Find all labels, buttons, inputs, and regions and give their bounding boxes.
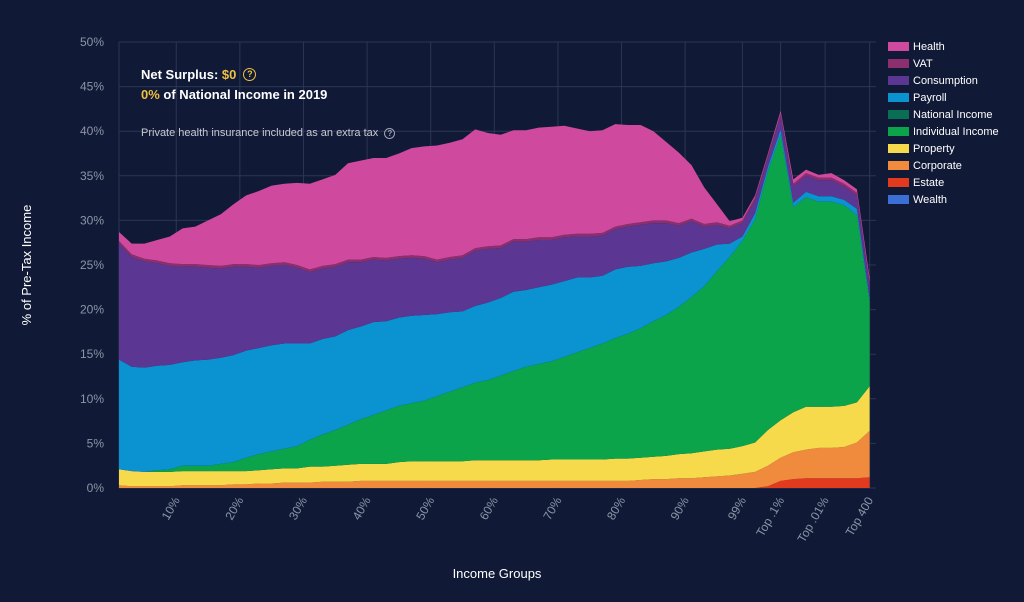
legend-label: Estate — [913, 177, 944, 189]
help-icon[interactable]: ? — [243, 67, 257, 81]
legend-swatch — [888, 59, 909, 68]
legend: Health VAT Consumption Payroll National Inco… — [888, 41, 999, 206]
x-tick-label: Top 400 — [843, 494, 877, 538]
net-surplus-label: Net Surplus: — [141, 66, 219, 82]
x-tick-label: 90% — [668, 494, 692, 522]
legend-swatch — [888, 144, 909, 153]
area-property[interactable] — [119, 386, 870, 487]
legend-label: National Income — [913, 109, 993, 121]
x-axis-ticks: 10% 20% 30% 40% 50% 60% 70% 80% 90% 99% Top .1% Top… — [159, 494, 877, 545]
legend-swatch — [888, 42, 909, 51]
area-consumption[interactable] — [119, 116, 870, 368]
x-tick-label: Top .01% — [795, 494, 832, 545]
y-tick-label: 30% — [80, 213, 104, 227]
legend-item-corporate[interactable]: Corporate — [888, 160, 962, 172]
legend-item-consumption[interactable]: Consumption — [888, 75, 978, 87]
national-income-pct: 0% — [141, 87, 160, 102]
x-tick-label: 70% — [540, 494, 564, 522]
y-tick-label: 50% — [80, 35, 104, 49]
x-tick-label: 20% — [222, 494, 246, 522]
legend-item-payroll[interactable]: Payroll — [888, 92, 947, 104]
national-income-text: of National Income in 2019 — [163, 87, 328, 102]
legend-label: VAT — [913, 58, 933, 70]
health-insurance-note: Private health insurance included as an … — [141, 127, 396, 139]
y-tick-label: 25% — [80, 258, 104, 272]
legend-label: Health — [913, 41, 945, 53]
summary-overlay: Net Surplus: $0 ? 0% of National Income … — [141, 64, 396, 139]
legend-label: Wealth — [913, 194, 947, 206]
legend-swatch — [888, 93, 909, 102]
legend-item-wealth[interactable]: Wealth — [888, 194, 947, 206]
y-tick-label: 20% — [80, 303, 104, 317]
net-surplus-value: $0 — [221, 66, 237, 82]
net-surplus: Net Surplus: $0 ? — [141, 64, 395, 84]
x-tick-label: 60% — [477, 494, 501, 522]
x-tick-label: 10% — [159, 494, 183, 522]
legend-swatch — [888, 195, 909, 204]
national-income-share: 0% of National Income in 2019 — [141, 87, 395, 102]
area-health[interactable] — [119, 110, 870, 282]
area-payroll[interactable] — [119, 129, 870, 472]
y-tick-label: 35% — [80, 169, 104, 183]
x-tick-label: 50% — [413, 494, 437, 522]
x-tick-label: 40% — [350, 494, 374, 522]
y-axis-ticks: 0% 5% 10% 15% 20% 25% 30% 35% 40% 45% 50% — [80, 35, 104, 495]
legend-label: Individual Income — [913, 126, 999, 138]
legend-label: Corporate — [913, 160, 962, 172]
x-tick-label: Top .1% — [753, 494, 787, 539]
legend-item-vat[interactable]: VAT — [888, 58, 933, 70]
y-axis-label: % of Pre-Tax Income — [19, 205, 34, 326]
legend-swatch — [888, 127, 909, 136]
legend-label: Consumption — [913, 75, 978, 87]
legend-item-national-income[interactable]: National Income — [888, 109, 993, 121]
area-estate[interactable] — [119, 477, 870, 488]
legend-item-property[interactable]: Property — [888, 143, 955, 155]
legend-label: Payroll — [913, 92, 947, 104]
y-tick-label: 45% — [80, 80, 104, 94]
x-tick-label: 80% — [604, 494, 628, 522]
area-individual-income[interactable] — [119, 134, 870, 472]
x-tick-label: 99% — [725, 494, 749, 522]
legend-item-estate[interactable]: Estate — [888, 177, 944, 189]
legend-item-individual-income[interactable]: Individual Income — [888, 126, 999, 138]
legend-swatch — [888, 178, 909, 187]
legend-swatch — [888, 161, 909, 170]
legend-item-health[interactable]: Health — [888, 41, 945, 53]
x-tick-label: 30% — [286, 494, 310, 522]
y-tick-label: 40% — [80, 124, 104, 138]
y-tick-label: 10% — [80, 392, 104, 406]
help-icon[interactable]: ? — [384, 127, 396, 139]
health-insurance-note-text: Private health insurance included as an … — [141, 127, 379, 139]
legend-swatch — [888, 110, 909, 119]
area-series — [119, 110, 870, 488]
x-axis-label: Income Groups — [453, 566, 542, 581]
legend-swatch — [888, 76, 909, 85]
legend-label: Property — [913, 143, 955, 155]
y-tick-label: 0% — [87, 481, 105, 495]
y-tick-label: 5% — [87, 436, 105, 450]
y-tick-label: 15% — [80, 347, 104, 361]
